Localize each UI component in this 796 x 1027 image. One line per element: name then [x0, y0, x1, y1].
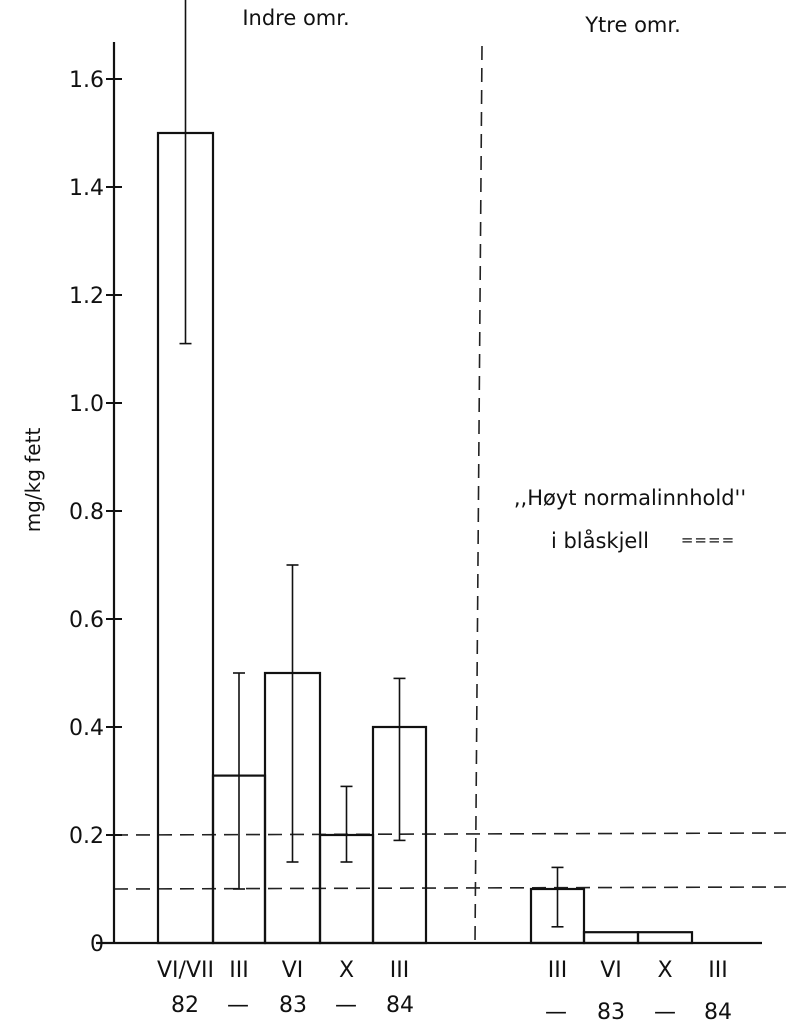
y-tick-label: 1.0: [69, 392, 104, 417]
category-label: III: [548, 958, 567, 983]
category-label: VI/VII: [157, 958, 214, 983]
year-label: —: [545, 1000, 567, 1025]
y-tick-label: 0.4: [69, 716, 104, 741]
y-tick-label: 1.4: [69, 176, 104, 201]
labels: 00.20.40.60.81.01.21.41.61.8VI/VIIIIIVIX…: [69, 68, 732, 1025]
reference-lines: [113, 45, 787, 944]
y-tick-label: 1.6: [69, 68, 104, 93]
y-tick-label: 0.6: [69, 608, 104, 633]
reference-line: [113, 832, 787, 836]
annotation-legend-symbol: ====: [681, 531, 735, 549]
category-label: III: [229, 958, 248, 983]
y-axis-label: mg/kg fett: [21, 428, 45, 533]
annotation-line2: i blåskjell: [551, 528, 649, 553]
year-label: —: [654, 1000, 676, 1025]
y-tick-label: 0: [90, 932, 104, 957]
category-label: VI: [600, 958, 622, 983]
year-label: —: [227, 993, 249, 1018]
axes: [96, 42, 762, 945]
y-tick-label: 0.8: [69, 500, 104, 525]
category-label: X: [657, 958, 672, 983]
category-label: III: [708, 958, 727, 983]
category-label: VI: [282, 958, 304, 983]
bar: [582, 931, 640, 945]
year-label: 83: [279, 993, 307, 1018]
y-tick-label: 1.2: [69, 284, 104, 309]
reference-line: [113, 886, 787, 890]
bar: [636, 931, 694, 945]
annotation-line1: ,,Høyt normalinnhold'': [514, 486, 746, 510]
y-tick-label: 0.2: [69, 824, 104, 849]
region-label-outer: Ytre omr.: [584, 13, 681, 37]
bars: [156, 0, 694, 945]
region-label-inner: Indre omr.: [242, 6, 349, 30]
year-label: 83: [597, 1000, 625, 1025]
year-label: 84: [704, 1000, 732, 1025]
category-label: X: [339, 958, 354, 983]
region-divider: [474, 45, 483, 944]
year-label: —: [335, 993, 357, 1018]
category-label: III: [390, 958, 409, 983]
year-label: 84: [386, 993, 414, 1018]
year-label: 82: [171, 993, 199, 1018]
